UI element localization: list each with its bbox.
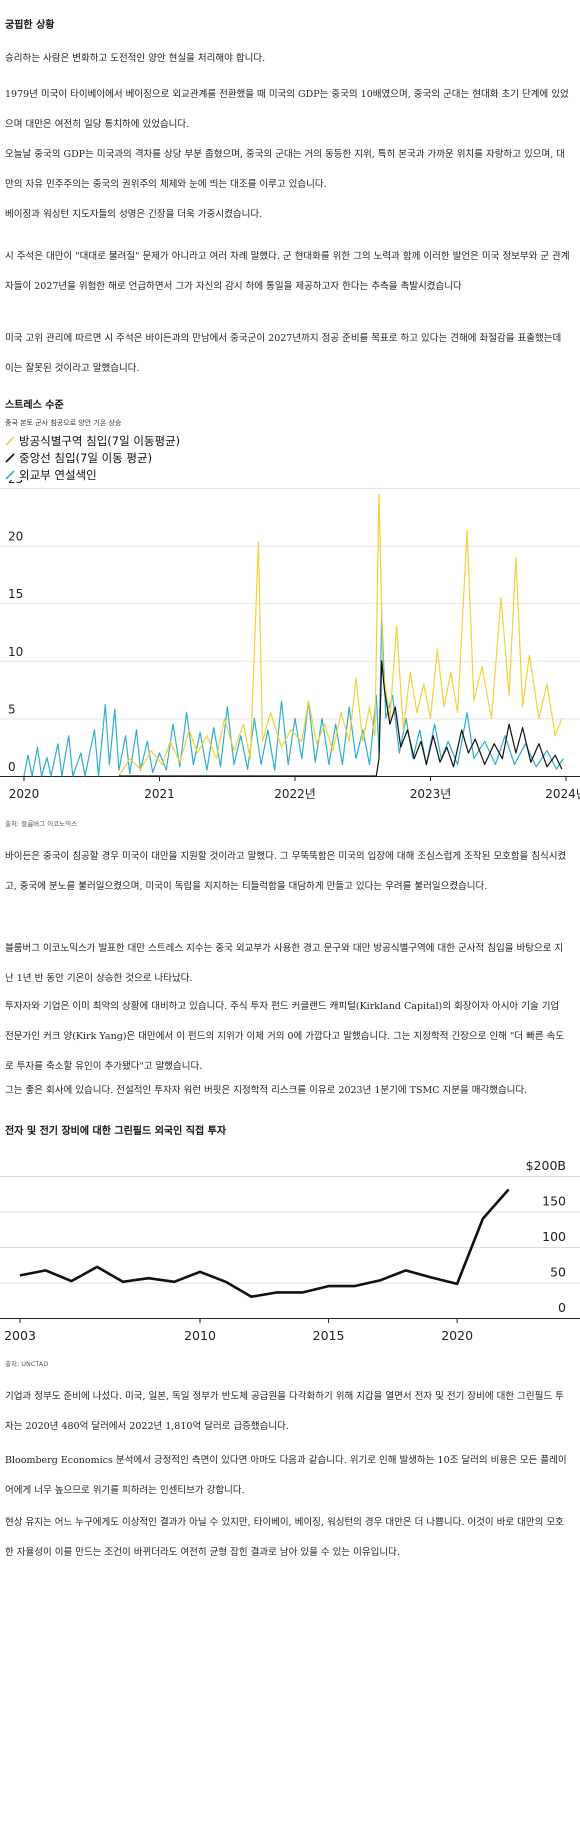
paragraph-3: 오늘날 중국의 GDP는 미국과의 격차를 상당 부분 좁혔으며, 중국의 군대… xyxy=(5,149,565,190)
stress-series-line-0 xyxy=(118,493,563,777)
fdi-chart-source: 출처: UNCTAD xyxy=(5,1360,49,1368)
stress-chart-source: 출처: 블룸버그 이코노믹스 xyxy=(5,820,78,828)
paragraph-10: 그는 좋은 회사에 있습니다. 전설적인 투자자 워런 버핏은 지정학적 리스크… xyxy=(5,1085,528,1096)
legend-item-adiz: 방공식별구역 침입(7일 이동평균) xyxy=(5,432,180,449)
stress-chart-legend: 방공식별구역 침입(7일 이동평균) 중앙선 침입(7일 이동 평균) 외교부 … xyxy=(5,432,180,483)
stress-y-tick: 0 xyxy=(8,760,16,774)
legend-label-adiz: 방공식별구역 침입(7일 이동평균) xyxy=(19,433,181,448)
paragraph-5: 시 주석은 대만이 "대대로 물려질" 문제가 아니라고 여러 차례 말했다. … xyxy=(5,251,570,292)
paragraph-8: 블룸버그 이코노믹스가 발표한 대만 스트레스 지수는 중국 외교부가 사용한 … xyxy=(5,943,564,984)
section-heading-situation: 궁핍한 상황 xyxy=(5,20,55,31)
legend-swatch-median xyxy=(5,452,15,463)
stress-x-tick: 2024년 xyxy=(545,787,580,801)
paragraph-11: 기업과 정부도 준비에 나섰다. 미국, 일본, 독일 정부가 반도체 공급원을… xyxy=(5,1391,564,1432)
stress-series-line-1 xyxy=(118,660,563,777)
paragraph-13: 현상 유지는 어느 누구에게도 이상적인 결과가 아닐 수 있지만, 타이베이,… xyxy=(5,1517,564,1558)
fdi-y-tick: 50 xyxy=(550,1265,566,1280)
stress-x-tick: 2022년 xyxy=(274,787,316,801)
stress-chart: 0 5 10 15 20 25 2020 2021 2022년 2023년 2024년 xyxy=(0,480,580,801)
legend-label-mfa: 외교부 연설색인 xyxy=(19,467,97,482)
fdi-x-tick: 2020 xyxy=(441,1328,473,1343)
paragraph-7: 바이든은 중국이 침공할 경우 미국이 대만을 지원할 것이라고 말했다. 그 … xyxy=(5,851,567,892)
legend-label-median: 중앙선 침입(7일 이동 평균) xyxy=(19,450,153,465)
paragraph-6: 미국 고위 관리에 따르면 시 주석은 바이든과의 만남에서 중국군이 2027… xyxy=(5,333,562,374)
paragraph-9: 투자자와 기업은 이미 최악의 상황에 대비하고 있습니다. 주식 투자 펀드 … xyxy=(5,1001,565,1072)
section-heading-fdi: 전자 및 전기 장비에 대한 그린필드 외국인 직접 투자 xyxy=(5,1126,227,1137)
fdi-x-tick: 2003 xyxy=(4,1328,36,1343)
fdi-x-tick: 2010 xyxy=(184,1328,216,1343)
stress-chart-subtitle: 중국 본토 군사 침공으로 양안 기온 상승 xyxy=(5,419,122,427)
fdi-y-tick: 150 xyxy=(542,1194,566,1209)
stress-y-tick: 5 xyxy=(8,702,16,716)
paragraph-1: 승리하는 사람은 변화하고 도전적인 양안 현실을 처리해야 합니다. xyxy=(5,53,266,64)
legend-swatch-adiz xyxy=(5,435,15,446)
stress-y-tick: 15 xyxy=(8,587,23,601)
stress-y-tick: 25 xyxy=(8,480,23,486)
stress-x-tick: 2023년 xyxy=(410,787,452,801)
fdi-x-tick: 2015 xyxy=(313,1328,345,1343)
legend-item-median: 중앙선 침입(7일 이동 평균) xyxy=(5,449,180,466)
fdi-chart: 0 50 100 150 $200B 2003 2010 2015 2020 xyxy=(0,1158,580,1343)
fdi-y-tick: $200B xyxy=(526,1158,566,1173)
stress-x-tick: 2020 xyxy=(9,787,40,801)
fdi-y-tick: 100 xyxy=(542,1229,566,1244)
section-heading-stress: 스트레스 수준 xyxy=(5,400,64,411)
stress-y-tick: 10 xyxy=(8,645,23,659)
stress-x-tick: 2021 xyxy=(144,787,175,801)
legend-swatch-mfa xyxy=(5,469,15,480)
paragraph-2: 1979년 미국이 타이베이에서 베이징으로 외교관계를 전환했을 때 미국의 … xyxy=(5,89,569,130)
fdi-series-line xyxy=(19,1188,510,1298)
stress-series-line-2 xyxy=(23,614,564,777)
legend-item-mfa: 외교부 연설색인 xyxy=(5,466,180,483)
stress-y-tick: 20 xyxy=(8,530,23,544)
paragraph-4: 베이징과 워싱턴 지도자들의 성명은 긴장을 더욱 가중시켰습니다. xyxy=(5,209,263,220)
paragraph-12: Bloomberg Economics 분석에서 긍정적인 측면이 있다면 아마… xyxy=(5,1455,567,1496)
fdi-y-tick: 0 xyxy=(558,1300,566,1315)
